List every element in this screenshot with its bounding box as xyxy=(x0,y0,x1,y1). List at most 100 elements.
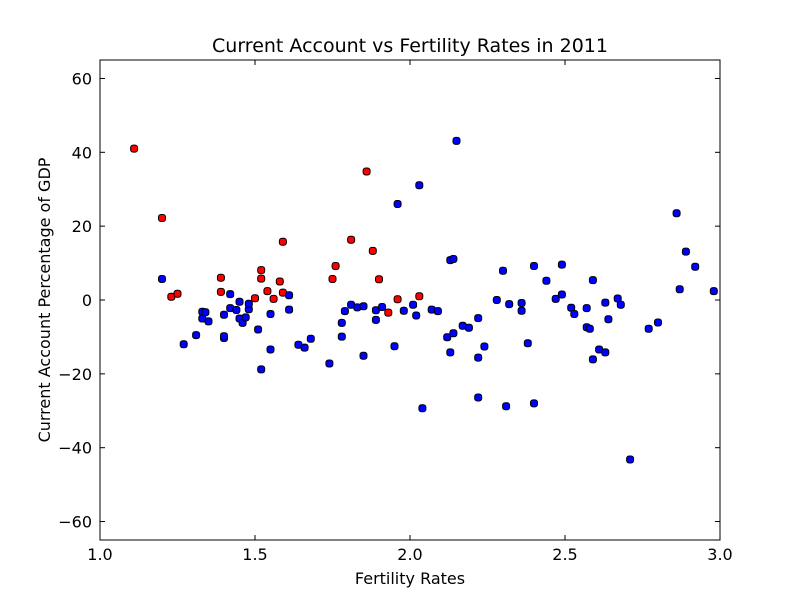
data-point-red xyxy=(216,287,225,296)
data-point-blue xyxy=(254,325,263,334)
data-point-blue xyxy=(340,307,349,316)
data-point-blue xyxy=(235,297,244,306)
data-point-blue xyxy=(672,209,681,218)
x-tick-label: 1.0 xyxy=(87,545,112,564)
data-point-blue xyxy=(557,290,566,299)
data-point-red xyxy=(375,275,383,284)
data-point-blue xyxy=(325,359,334,368)
data-point-blue xyxy=(412,311,421,320)
data-point-blue xyxy=(523,339,532,348)
data-point-blue xyxy=(681,247,690,256)
data-point-red xyxy=(216,273,225,282)
data-point-red xyxy=(269,294,278,303)
data-point-blue xyxy=(464,323,473,332)
data-point-red xyxy=(368,246,377,255)
data-point-blue xyxy=(474,393,483,402)
data-point-red xyxy=(263,287,272,296)
data-point-blue xyxy=(158,275,166,283)
data-point-blue xyxy=(204,317,213,326)
data-point-blue xyxy=(449,255,458,263)
data-point-red xyxy=(393,295,402,304)
data-point-blue xyxy=(551,294,560,303)
y-tick-label: 40 xyxy=(72,143,92,162)
data-point-blue xyxy=(399,306,408,315)
data-point-blue xyxy=(557,260,566,269)
data-point-blue xyxy=(644,324,653,333)
data-point-blue xyxy=(415,181,424,190)
data-point-blue xyxy=(474,314,483,323)
data-point-blue xyxy=(220,332,228,341)
data-point-blue xyxy=(601,348,610,357)
data-point-blue xyxy=(626,455,635,464)
data-point-blue xyxy=(517,306,526,315)
data-point-blue xyxy=(418,404,427,413)
data-point-red xyxy=(251,294,259,303)
chart-title: Current Account vs Fertility Rates in 20… xyxy=(212,35,608,57)
data-point-blue xyxy=(433,307,442,316)
data-point-red xyxy=(331,262,340,270)
data-point-blue xyxy=(390,342,399,351)
data-point-blue xyxy=(337,318,346,327)
data-point-blue xyxy=(285,305,294,314)
data-point-blue xyxy=(241,313,250,322)
data-point-blue xyxy=(244,299,253,308)
data-point-blue xyxy=(337,332,346,341)
data-point-red xyxy=(362,167,371,176)
data-point-blue xyxy=(517,299,526,307)
data-point-blue xyxy=(179,340,188,349)
x-tick-label: 3.0 xyxy=(707,545,732,564)
data-point-blue xyxy=(502,402,511,411)
y-tick-label: −40 xyxy=(58,439,92,458)
data-point-blue xyxy=(601,298,610,307)
data-point-red xyxy=(173,289,182,298)
data-point-blue xyxy=(654,318,662,327)
data-point-blue xyxy=(393,200,402,208)
y-tick-label: −60 xyxy=(58,513,92,532)
data-point-red xyxy=(257,274,266,283)
data-point-red xyxy=(130,144,139,153)
data-point-blue xyxy=(675,285,684,294)
data-point-blue xyxy=(604,315,613,324)
data-point-blue xyxy=(300,343,309,352)
data-point-blue xyxy=(359,302,368,311)
data-point-blue xyxy=(480,342,489,351)
data-point-blue xyxy=(542,276,551,285)
data-point-blue xyxy=(378,303,387,311)
y-tick-label: 0 xyxy=(82,291,92,310)
data-point-blue xyxy=(452,136,461,145)
y-tick-label: 20 xyxy=(72,217,92,236)
data-point-blue xyxy=(570,310,579,318)
data-point-blue xyxy=(285,291,294,300)
data-point-red xyxy=(278,237,287,246)
axes: 1.0 1.5 2.0 2.5 3.0 60 40 20 0 −20 −40 −60 xyxy=(58,59,733,564)
data-point-blue xyxy=(192,331,201,340)
y-axis-title: Current Account Percentage of GDP xyxy=(35,157,54,442)
data-point-red xyxy=(158,214,166,222)
data-point-blue xyxy=(588,355,597,364)
data-point-blue xyxy=(443,333,452,342)
data-point-blue xyxy=(616,300,625,309)
data-point-red xyxy=(328,275,337,283)
data-point-blue xyxy=(220,310,228,319)
data-point-blue xyxy=(492,296,501,304)
data-point-red xyxy=(347,235,356,244)
data-point-blue xyxy=(359,351,368,360)
data-point-blue xyxy=(505,300,514,309)
data-points xyxy=(130,136,718,464)
data-point-blue xyxy=(499,266,507,275)
x-tick-label: 1.5 xyxy=(242,545,267,564)
data-point-blue xyxy=(257,365,266,374)
data-point-blue xyxy=(709,287,718,296)
data-point-blue xyxy=(530,399,538,408)
data-point-blue xyxy=(585,324,594,333)
data-point-blue xyxy=(474,353,483,362)
x-tick-label: 2.5 xyxy=(552,545,577,564)
data-point-blue xyxy=(449,329,458,338)
data-point-red xyxy=(415,292,424,301)
y-tick-label: −20 xyxy=(58,365,92,384)
data-point-blue xyxy=(409,300,418,309)
y-tick-label: 60 xyxy=(72,69,92,88)
data-point-blue xyxy=(266,310,275,318)
data-point-red xyxy=(257,266,266,275)
